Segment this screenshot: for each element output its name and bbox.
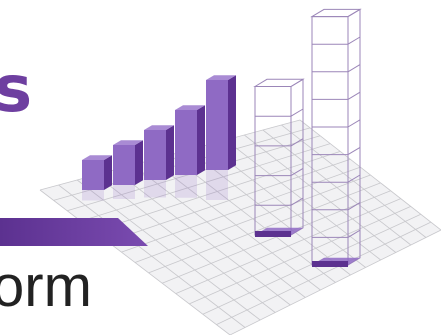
solid-bar-4	[175, 105, 205, 198]
tower-cell-line	[290, 167, 304, 177]
heading-text-fragment: s	[0, 53, 33, 127]
grid-line	[188, 149, 351, 276]
tower-top	[253, 78, 305, 87]
bar-front	[175, 110, 197, 175]
bar-front	[144, 130, 166, 180]
bar-top	[113, 140, 143, 145]
grid-line	[229, 229, 441, 335]
tower-cell-line	[347, 119, 361, 128]
bar-reflection	[144, 180, 166, 198]
tower-base-front	[312, 261, 348, 267]
wireframe-tower-2	[310, 8, 362, 267]
grid-line	[281, 124, 427, 238]
solid-bar-1	[82, 155, 112, 201]
grid-line	[148, 182, 381, 274]
bar-front	[82, 160, 104, 190]
tower-cell-line	[347, 91, 361, 100]
bar-top	[175, 105, 205, 110]
solid-bar-5	[206, 75, 236, 200]
tower-cell-line	[347, 174, 361, 183]
bar-front	[113, 145, 135, 185]
solid-bar-3	[144, 125, 174, 198]
bar-top	[82, 155, 112, 160]
tower-cell-line	[347, 146, 361, 156]
solid-bar-2	[113, 140, 143, 199]
tower-cell-line	[290, 138, 304, 147]
bar-reflection	[175, 175, 197, 198]
grid-line	[299, 119, 441, 231]
grid-line	[262, 129, 412, 246]
wireframe-tower-1	[253, 78, 305, 237]
grid-line	[134, 174, 371, 263]
bar-side	[166, 125, 174, 180]
bar-side	[228, 75, 236, 170]
bar-top	[144, 125, 174, 130]
accent-band	[0, 218, 148, 246]
bar-side	[104, 155, 112, 190]
grid-line	[216, 221, 432, 326]
bar-front	[206, 80, 228, 170]
grid-line	[244, 134, 397, 253]
grid-line	[189, 206, 411, 305]
caption-text-fragment: orm	[0, 254, 92, 319]
bar-side	[197, 105, 205, 175]
tower-cell-line	[290, 108, 304, 117]
bar-reflection	[82, 190, 104, 201]
tower-base-front	[255, 231, 291, 237]
tower-cell-line	[290, 197, 304, 206]
bar-reflection	[206, 170, 228, 200]
tower-cell-line	[347, 202, 361, 211]
bar-group	[82, 75, 236, 201]
tower-cell-line	[347, 36, 361, 45]
bar-top	[206, 75, 236, 80]
wireframe-tower-group	[253, 8, 362, 267]
tower-cell-line	[347, 64, 361, 73]
grid-line	[175, 198, 401, 294]
tower-top	[310, 8, 362, 18]
bar-side	[135, 140, 143, 185]
bar-reflection	[113, 185, 135, 199]
tower-cell-line	[347, 229, 361, 238]
